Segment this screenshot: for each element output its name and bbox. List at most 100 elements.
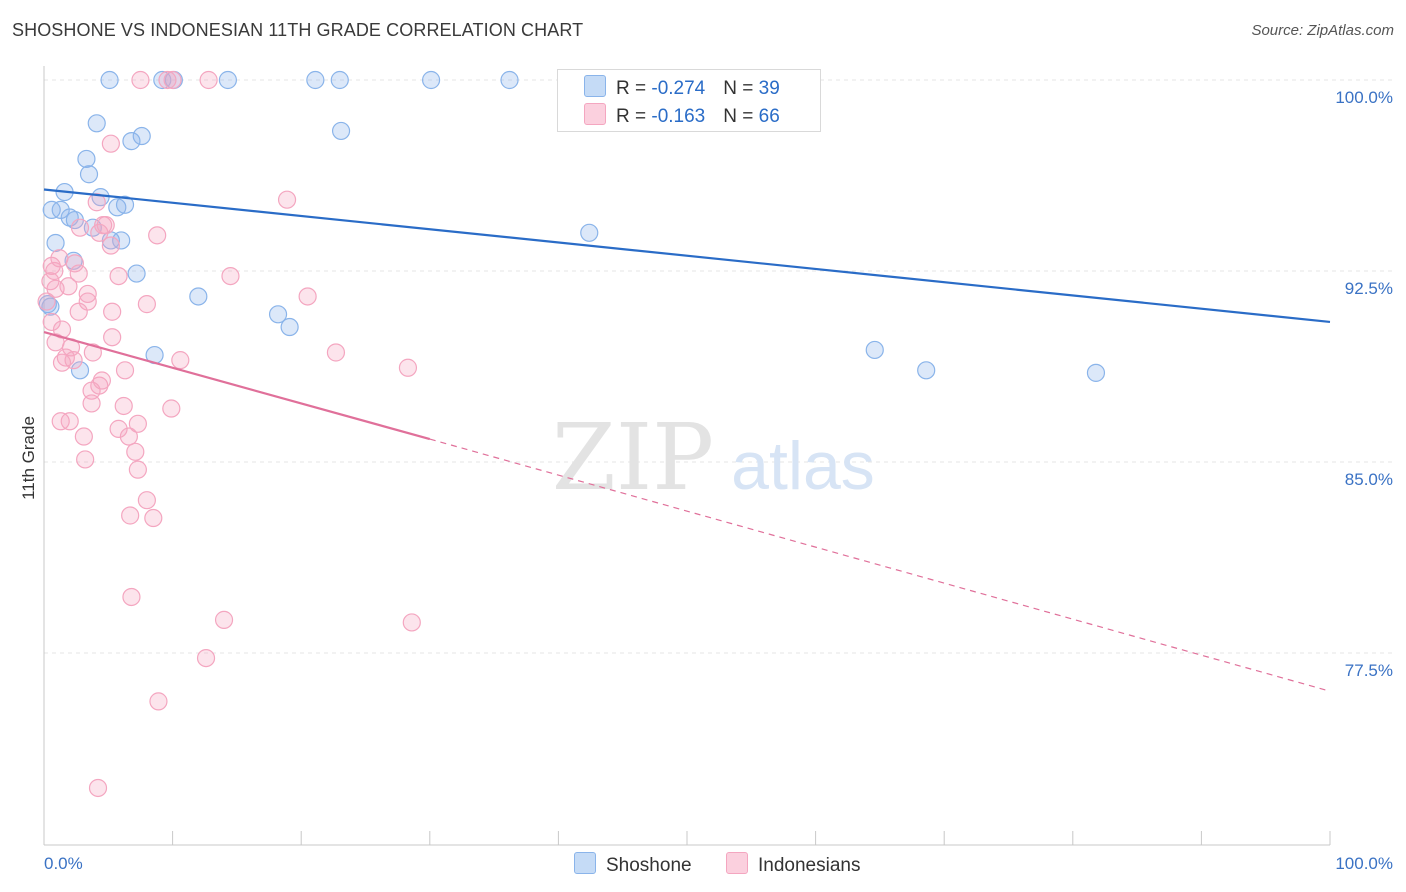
indonesians-point — [398, 358, 418, 377]
indonesians-point — [137, 295, 156, 314]
legend-r-label: R = — [616, 106, 652, 127]
indonesians-point — [122, 587, 141, 607]
indonesians-point — [101, 134, 120, 153]
indonesians-point — [65, 254, 84, 273]
indonesians-point — [196, 648, 216, 668]
watermark-zip: ZIP — [552, 404, 714, 511]
watermark-atlas: atlas — [731, 428, 875, 504]
shoshone-point — [79, 165, 99, 184]
indonesians-point — [277, 190, 297, 209]
indonesians-point — [42, 312, 61, 332]
indonesians-trend-line — [43, 331, 431, 441]
indonesians-point — [88, 778, 108, 798]
indonesians-point — [326, 343, 346, 362]
indonesians-point — [82, 381, 101, 400]
indonesians-point — [402, 613, 421, 632]
indonesians-point — [131, 70, 150, 90]
correlation-legend: R = -0.274 N = 39 R = -0.163 N = 66 — [557, 69, 821, 132]
shoshone-point — [1086, 363, 1106, 382]
indonesians-point — [76, 450, 95, 469]
y-tick-label: 100.0% — [1335, 88, 1393, 107]
shoshone-legend-label: Shoshone — [606, 855, 692, 876]
indonesians-point — [69, 302, 88, 321]
shoshone-point — [917, 361, 936, 380]
indonesians-point — [101, 236, 120, 255]
indonesians-point — [45, 261, 64, 281]
indonesians-point — [171, 351, 190, 370]
legend-n-value-shoshone: 39 — [758, 78, 780, 99]
legend-n-label: N = — [723, 78, 759, 99]
shoshone-point — [122, 132, 141, 151]
indonesians-point — [78, 292, 97, 311]
shoshone-point — [421, 70, 441, 90]
indonesians-point — [162, 399, 181, 418]
indonesians-point — [78, 284, 97, 304]
bottom-legend-shoshone: Shoshone — [574, 852, 692, 877]
indonesians-point — [109, 419, 128, 438]
shoshone-legend-swatch — [574, 852, 596, 874]
indonesians-point — [90, 223, 109, 242]
indonesians-point — [199, 70, 218, 90]
shoshone-point — [268, 305, 288, 324]
shoshone-point — [189, 287, 208, 306]
indonesians-point — [214, 610, 234, 629]
shoshone-trend-line — [43, 188, 1331, 324]
indonesians-legend-label: Indonesians — [758, 855, 861, 876]
indonesians-point — [144, 508, 163, 528]
indonesians-point — [60, 412, 79, 431]
legend-r-value-shoshone: -0.274 — [651, 78, 706, 99]
indonesians-point — [96, 216, 115, 235]
bottom-legend-indonesians: Indonesians — [726, 852, 860, 877]
indonesians-point — [42, 256, 61, 276]
indonesians-point — [37, 292, 56, 311]
shoshone-point — [306, 70, 325, 90]
shoshone-point — [865, 340, 884, 360]
indonesians-point — [158, 70, 177, 90]
indonesians-point — [74, 427, 93, 446]
shoshone-point — [331, 121, 351, 141]
legend-n-label: N = — [723, 106, 759, 127]
x-tick-label-left: 0.0% — [44, 854, 83, 873]
indonesians-point — [52, 353, 72, 372]
legend-r-label: R = — [616, 78, 652, 99]
indonesians-point — [115, 361, 135, 380]
shoshone-point — [330, 70, 349, 90]
indonesians-point — [128, 460, 147, 479]
legend-n-value-indonesians: 66 — [758, 106, 780, 127]
shoshone-point — [127, 264, 146, 283]
y-tick-label: 92.5% — [1345, 279, 1393, 298]
source-label: Source: ZipAtlas.com — [1251, 22, 1394, 39]
shoshone-point — [115, 195, 135, 214]
y-tick-label: 77.5% — [1345, 661, 1393, 680]
y-axis-label: 11th Grade — [19, 416, 38, 500]
indonesians-point — [103, 328, 122, 347]
indonesians-point — [114, 396, 133, 416]
shoshone-point — [46, 233, 65, 253]
shoshone-swatch — [584, 75, 606, 97]
shoshone-point — [580, 223, 599, 242]
shoshone-point — [100, 70, 119, 90]
indonesians-point — [87, 193, 106, 212]
indonesians-point — [149, 692, 168, 711]
indonesians-point — [121, 506, 140, 525]
y-tick-label: 85.0% — [1345, 470, 1393, 489]
indonesians-point — [82, 394, 101, 413]
indonesians-point — [221, 266, 240, 286]
indonesians-point — [126, 442, 145, 461]
legend-r-value-indonesians: -0.163 — [651, 106, 706, 127]
indonesians-point — [69, 264, 88, 283]
indonesians-point — [148, 226, 167, 245]
indonesians-point — [46, 279, 65, 298]
shoshone-point — [280, 317, 299, 337]
indonesians-point — [137, 491, 156, 510]
indonesians-point — [83, 343, 102, 362]
indonesians-point — [103, 302, 122, 321]
indonesians-point — [119, 427, 138, 446]
indonesians-point — [163, 70, 182, 90]
indonesians-point — [298, 287, 317, 306]
legend-row-indonesians: R = -0.163 N = 66 — [584, 103, 780, 127]
shoshone-point — [500, 70, 519, 90]
shoshone-point — [112, 231, 131, 250]
indonesians-point — [64, 351, 83, 370]
